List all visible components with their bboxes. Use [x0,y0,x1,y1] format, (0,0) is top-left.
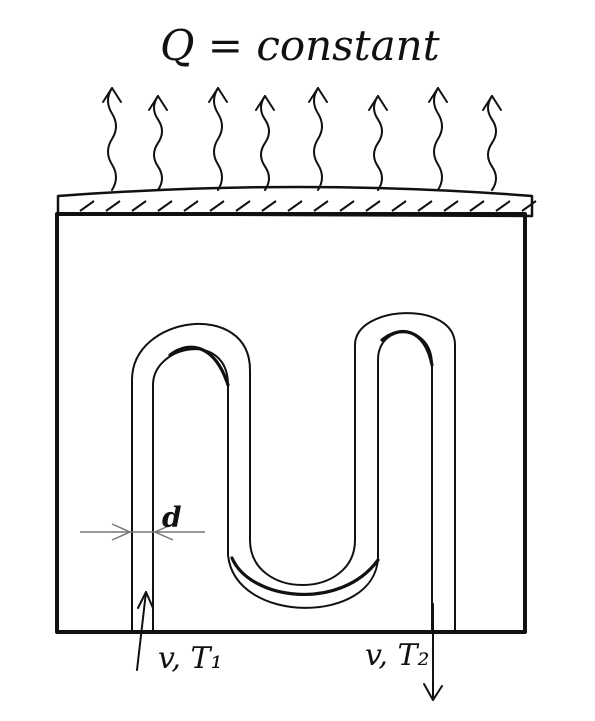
diagram-title: Q = constant [160,21,440,70]
heat-arrow-shaft [313,87,323,191]
outlet-label: v, T₂ [365,638,430,673]
hatch-line [443,200,459,212]
heat-arrow-shaft [107,87,117,191]
heat-arrow-shaft [433,87,443,191]
heat-arrow-head [308,87,328,103]
inner-curve-accent-right [380,330,434,367]
channel-outer-wall [131,312,456,633]
hatch-line [157,200,173,212]
inlet-arrow [136,591,154,671]
heat-arrow-head [208,87,228,103]
heat-arrow-shaft [153,95,163,191]
hatch-line [131,200,147,212]
heat-arrow-head [368,95,388,111]
hatch-line [339,200,355,212]
hatch-line [209,200,225,212]
thickness-dimension: d [80,501,205,541]
thickness-label: d [162,501,182,534]
hatch-line [417,200,433,212]
heated-top-plate [56,185,537,218]
heat-arrow-shaft [373,95,383,191]
hatch-line [261,200,277,212]
hatch-line [235,200,251,212]
heat-arrow-shaft [213,87,223,191]
hatch-line [469,200,485,212]
solid-block [55,212,527,634]
hatch-line [79,200,95,212]
hatch-line [287,200,303,212]
heat-arrow-shaft [260,95,270,191]
hatch-line [105,200,121,212]
inner-curve-accent-left [168,345,230,387]
channel-inner-wall [152,331,433,633]
heat-arrow-shaft [487,95,497,191]
inlet-label: v, T₁ [158,641,223,676]
heat-arrow-head [482,95,502,111]
plate-hatching [79,200,537,212]
inner-curve-accent-bottom [230,556,380,597]
heat-arrow-head [102,87,122,103]
heat-flux-arrows [102,87,502,191]
hatch-line [391,200,407,212]
hatch-line [521,200,537,212]
heat-arrow-head [428,87,448,103]
heat-arrow-head [148,95,168,111]
hatch-line [183,200,199,212]
heat-arrow-head [255,95,275,111]
hatch-line [313,200,329,212]
hatch-line [495,200,511,212]
hatch-line [365,200,381,212]
outlet-arrow [423,603,443,701]
